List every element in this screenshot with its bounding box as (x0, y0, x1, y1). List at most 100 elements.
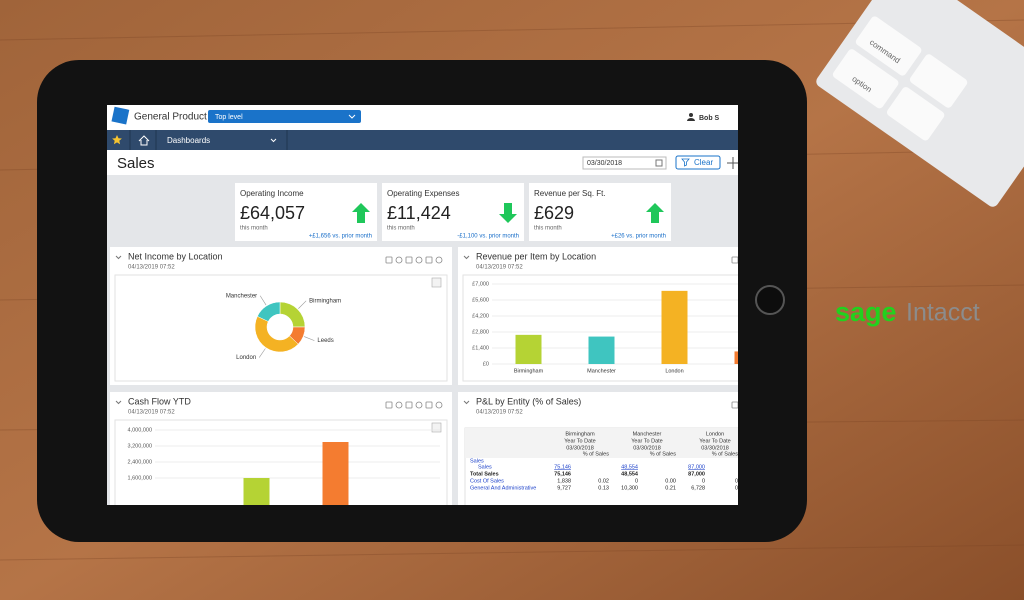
filter-icon (681, 158, 690, 167)
y-tick-label: 2,400,000 (128, 459, 152, 465)
x-tick-label: London (665, 368, 683, 374)
collapse-chevron[interactable] (115, 255, 122, 260)
column-header: Birmingham (565, 431, 595, 437)
date-input[interactable] (582, 156, 667, 170)
kpi-value: £629 (534, 203, 574, 223)
table-cell: 0 (735, 485, 738, 491)
widget-tool-icon[interactable] (385, 256, 393, 264)
y-tick-label: £7,000 (472, 281, 489, 287)
kpi-trend-arrow (352, 203, 370, 223)
column-header: Year To Date (564, 438, 596, 444)
pie-label: Leeds (317, 338, 333, 344)
y-tick-label: £4,200 (472, 313, 489, 319)
entity-name: General Product (134, 112, 207, 123)
widget-tool-icon[interactable] (731, 401, 738, 409)
widget-tool-icon[interactable] (395, 401, 403, 409)
table-cell: 10,300 (621, 485, 638, 491)
column-header: 03/30/2018 (701, 445, 729, 451)
dropdown-chevron (348, 114, 356, 119)
widget-tool-icon[interactable] (731, 256, 738, 264)
table-cell: 0.02 (598, 478, 609, 484)
home-button[interactable] (755, 285, 785, 315)
leader-line (259, 295, 267, 306)
widget-timestamp: 04/13/2019 07:52 (128, 410, 175, 416)
column-header: Manchester (633, 431, 662, 437)
download-icon[interactable] (431, 277, 442, 288)
kpi-value: £64,057 (240, 203, 305, 223)
pie-label: Birmingham (309, 298, 341, 304)
table-cell: 0 (635, 478, 638, 484)
table-cell: 87,000 (688, 471, 705, 477)
widget-tool-icon[interactable] (405, 401, 413, 409)
y-tick-label: £5,600 (472, 297, 489, 303)
widget-tool-icon[interactable] (435, 401, 443, 409)
table-cell: 6,728 (691, 485, 705, 491)
row-label[interactable]: General And Administrative (470, 485, 536, 491)
row-label[interactable]: Cost Of Sales (470, 478, 504, 484)
brand-product: Intacct (906, 299, 980, 327)
calendar-icon[interactable] (655, 159, 663, 167)
table-cell: 0 (702, 478, 705, 484)
widget-tool-icon[interactable] (435, 256, 443, 264)
kpi-period: this month (534, 226, 562, 232)
bar (515, 334, 542, 364)
collapse-chevron[interactable] (463, 400, 470, 405)
level-label: Top level (215, 114, 243, 121)
user-icon[interactable] (689, 113, 693, 117)
table-cell: 48,554 (621, 471, 639, 477)
widget-tool-icon[interactable] (415, 401, 423, 409)
kpi-change: +£26 vs. prior month (611, 234, 666, 240)
kpi-period: this month (387, 226, 415, 232)
home-icon[interactable] (138, 135, 150, 146)
column-header: 03/30/2018 (566, 445, 594, 451)
collapse-chevron[interactable] (463, 255, 470, 260)
table-cell: 0.13 (598, 485, 609, 491)
table-cell: 0.00 (665, 478, 676, 484)
column-header: Year To Date (631, 438, 663, 444)
bar (734, 351, 738, 364)
table-header-bg (465, 428, 738, 458)
y-tick-label: 3,200,000 (128, 443, 152, 449)
leader-line (304, 336, 315, 341)
widget-title: Cash Flow YTD (128, 396, 191, 406)
y-tick-label: £2,800 (472, 329, 489, 335)
y-tick-label: £1,400 (472, 345, 489, 351)
column-subheader: % of Sales (712, 451, 739, 457)
y-tick-label: £0 (483, 361, 489, 367)
nav-dashboards[interactable]: Dashboards (167, 136, 210, 145)
add-icon[interactable] (727, 157, 739, 169)
widget-tool-icon[interactable] (425, 401, 433, 409)
widget-tool-icon[interactable] (415, 256, 423, 264)
download-icon[interactable] (431, 422, 442, 433)
level-dropdown[interactable] (208, 110, 361, 123)
page-title: Sales (117, 155, 155, 172)
x-tick-label: Birmingham (514, 368, 544, 374)
table-cell: 0 (735, 478, 738, 484)
brand-name: sage (835, 297, 897, 327)
widget-tool-icon[interactable] (385, 401, 393, 409)
table-cell: 0.21 (665, 485, 676, 491)
collapse-chevron[interactable] (115, 400, 122, 405)
widget-tool-icon[interactable] (395, 256, 403, 264)
app-logo[interactable] (111, 106, 130, 125)
row-label[interactable]: Sales (478, 464, 492, 470)
user-icon[interactable] (687, 118, 695, 121)
table-cell: 1,838 (557, 478, 571, 484)
kpi-change: +£1,656 vs. prior month (309, 234, 372, 240)
kpi-card (382, 183, 524, 241)
bar (588, 336, 615, 364)
widget-tool-icon[interactable] (405, 256, 413, 264)
widget-tool-icon[interactable] (425, 256, 433, 264)
chart-frame (114, 274, 448, 382)
nav-chevron (270, 138, 277, 143)
widget-timestamp: 04/13/2019 07:52 (128, 265, 175, 271)
user-name[interactable]: Bob S (699, 115, 720, 122)
kpi-trend-arrow (499, 203, 517, 223)
table-cell: 75,146 (554, 464, 571, 470)
widget-title: P&L by Entity (% of Sales) (476, 396, 581, 406)
widget-timestamp: 04/13/2019 07:52 (476, 410, 523, 416)
favorites-star[interactable] (112, 135, 122, 145)
kpi-trend-arrow (646, 203, 664, 223)
